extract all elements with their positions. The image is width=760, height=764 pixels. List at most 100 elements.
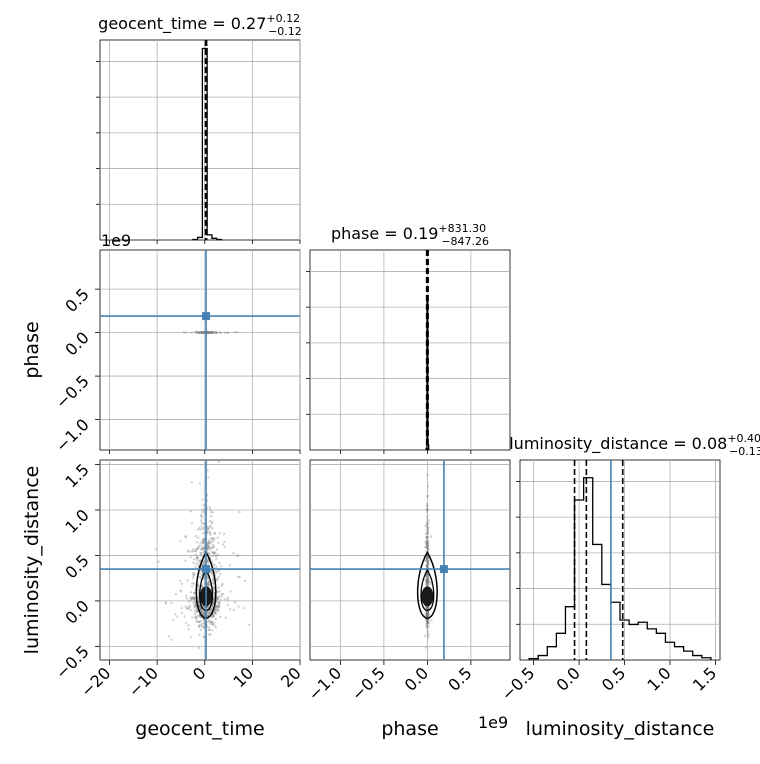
panel-phase-distance-sample-point: [426, 529, 430, 532]
panel-phase-distance-sample-point: [424, 634, 427, 637]
panel-phase-distance-sample-point: [426, 531, 430, 534]
panel-geocent-distance-sample-point: [201, 498, 204, 501]
xlabel-luminosity-distance: luminosity_distance: [526, 718, 715, 740]
panel-geocent-distance-sample-point: [202, 546, 206, 549]
panel-geocent-distance-sample-point: [197, 545, 201, 548]
panel-geocent-distance-sample-point: [202, 605, 206, 609]
panel-geocent-distance-sample-point: [206, 559, 209, 562]
panel-geocent-distance-sample-point: [201, 611, 204, 615]
panel-geocent-distance-sample-point: [179, 590, 183, 593]
panel-geocent-distance-sample-point: [210, 514, 213, 518]
panel-geocent-distance-sample-point: [208, 580, 211, 584]
panel-phase-distance-sample-point: [425, 544, 428, 548]
panel-geocent-distance-sample-point: [202, 613, 205, 617]
panel-geocent-phase-sample-point: [203, 331, 206, 334]
panel-phase-distance-sample-point: [429, 583, 433, 586]
xtick-label-phase: −0.5: [348, 663, 389, 704]
panel-phase-distance-sample-point: [425, 502, 428, 506]
panel-geocent-distance-sample-point: [201, 532, 205, 535]
panel-geocent-distance-sample-point: [203, 635, 206, 639]
panel-geocent-distance-sample-point: [202, 610, 205, 613]
panel-geocent-distance-sample-point: [187, 627, 190, 631]
hist-geocent_time-title: geocent_time = 0.27+0.12 −0.12: [98, 12, 302, 38]
panel-geocent-distance-sample-point: [208, 547, 212, 550]
panel-geocent-distance-sample-point: [202, 538, 205, 541]
panel-phase-distance-sample-point: [425, 583, 428, 587]
panel-geocent-distance-sample-point: [201, 552, 204, 555]
panel-geocent-distance-sample-point: [226, 598, 229, 601]
panel-phase-distance-sample-point: [425, 573, 429, 577]
panel-geocent-distance-sample-point: [209, 622, 212, 626]
panel-phase-distance-sample-point: [424, 646, 428, 649]
panel-geocent-distance-sample-point: [216, 597, 219, 601]
panel-geocent-distance-sample-point: [207, 476, 210, 479]
panel-phase-distance-sample-point: [426, 615, 430, 618]
ytick-label-phase: −0.5: [52, 371, 93, 412]
panel-phase-distance-sample-point: [426, 563, 430, 566]
panel-geocent-phase-sample-point: [214, 331, 218, 334]
panel-phase-distance-sample-point: [426, 630, 429, 633]
panel-phase-distance-sample-point: [425, 558, 428, 561]
panel-phase-distance-sample-point: [427, 580, 430, 584]
panel-phase-distance-sample-point: [426, 622, 429, 625]
panel-geocent-distance-sample-point: [214, 551, 217, 555]
panel-phase-distance-sample-point: [425, 581, 429, 585]
panel-geocent-distance-sample-point: [211, 622, 214, 626]
panel-phase-distance-sample-point: [426, 583, 429, 587]
panel-geocent-distance-sample-point: [211, 614, 214, 617]
panel-geocent-phase-sample-point: [202, 331, 206, 335]
panel-phase-distance-sample-point: [425, 564, 428, 567]
panel-geocent-distance-sample-point: [195, 556, 199, 560]
panel-geocent-phase-sample-point: [212, 331, 216, 334]
panel-geocent-phase-sample-point: [200, 331, 203, 334]
panel-geocent-distance-sample-point: [208, 506, 211, 509]
panel-geocent-distance-sample-point: [212, 591, 215, 594]
panel-phase-distance-sample-point: [425, 540, 428, 543]
panel-geocent-distance-sample-point: [210, 571, 213, 574]
panel-geocent-distance-sample-point: [206, 605, 209, 609]
hist-geocent_time-frame: [99, 39, 301, 241]
panel-geocent-distance-sample-point: [207, 626, 210, 629]
panel-geocent-phase-sample-point: [195, 331, 198, 334]
panel-phase-distance-sample-point: [425, 564, 428, 568]
panel-geocent-distance-sample-point: [217, 601, 220, 605]
panel-geocent-distance-sample-point: [217, 575, 220, 579]
panel-geocent-distance-sample-point: [203, 560, 206, 563]
panel-geocent-phase-sample-point: [208, 331, 211, 334]
panel-geocent-distance-sample-point: [217, 595, 221, 598]
panel-geocent-distance-sample-point: [189, 555, 192, 559]
panel-geocent-distance-sample-point: [221, 543, 225, 546]
panel-geocent-phase-sample-point: [208, 331, 211, 334]
panel-geocent-phase-sample-point: [206, 331, 209, 334]
panel-geocent-distance-sample-point: [191, 576, 195, 579]
panel-phase-distance-sample-point: [426, 560, 429, 563]
panel-phase-distance-sample-point: [425, 536, 428, 539]
panel-phase-distance-sample-point: [427, 580, 430, 583]
panel-geocent-distance-sample-point: [202, 550, 205, 553]
panel-phase-distance-sample-point: [425, 606, 429, 610]
panel-geocent-distance-sample-point: [220, 595, 224, 598]
panel-geocent-phase-sample-point: [190, 331, 193, 334]
panel-geocent-distance-sample-point: [212, 552, 216, 555]
panel-geocent-distance-sample-point: [198, 604, 202, 608]
panel-phase-distance-sample-point: [427, 557, 430, 560]
panel-geocent-distance-sample-point: [200, 521, 203, 524]
panel-geocent-distance-sample-point: [198, 561, 201, 564]
panel-phase-distance-sample-point: [426, 565, 429, 569]
panel-phase-distance-sample-point: [425, 611, 429, 614]
panel-geocent-distance-sample-point: [199, 551, 202, 555]
panel-geocent-distance-sample-point: [179, 539, 182, 543]
panel-geocent-phase-sample-point: [207, 331, 211, 334]
xtick-label-luminosity_distance: 1.0: [643, 663, 674, 694]
panel-geocent-distance-sample-point: [170, 601, 173, 605]
panel-geocent-distance-sample-point: [218, 600, 221, 604]
panel-phase-distance-sample-point: [425, 615, 429, 618]
panel-geocent-distance-sample-point: [199, 628, 202, 631]
panel-geocent-phase-sample-point: [203, 331, 206, 334]
panel-geocent-distance-sample-point: [209, 633, 212, 636]
panel-geocent-distance-sample-point: [226, 596, 230, 599]
panel-phase-distance-sample-point: [426, 559, 429, 562]
panel-geocent-phase-sample-point: [207, 331, 210, 334]
panel-geocent-distance-sample-point: [196, 610, 199, 613]
panel-phase-distance-sample-point: [426, 612, 429, 615]
